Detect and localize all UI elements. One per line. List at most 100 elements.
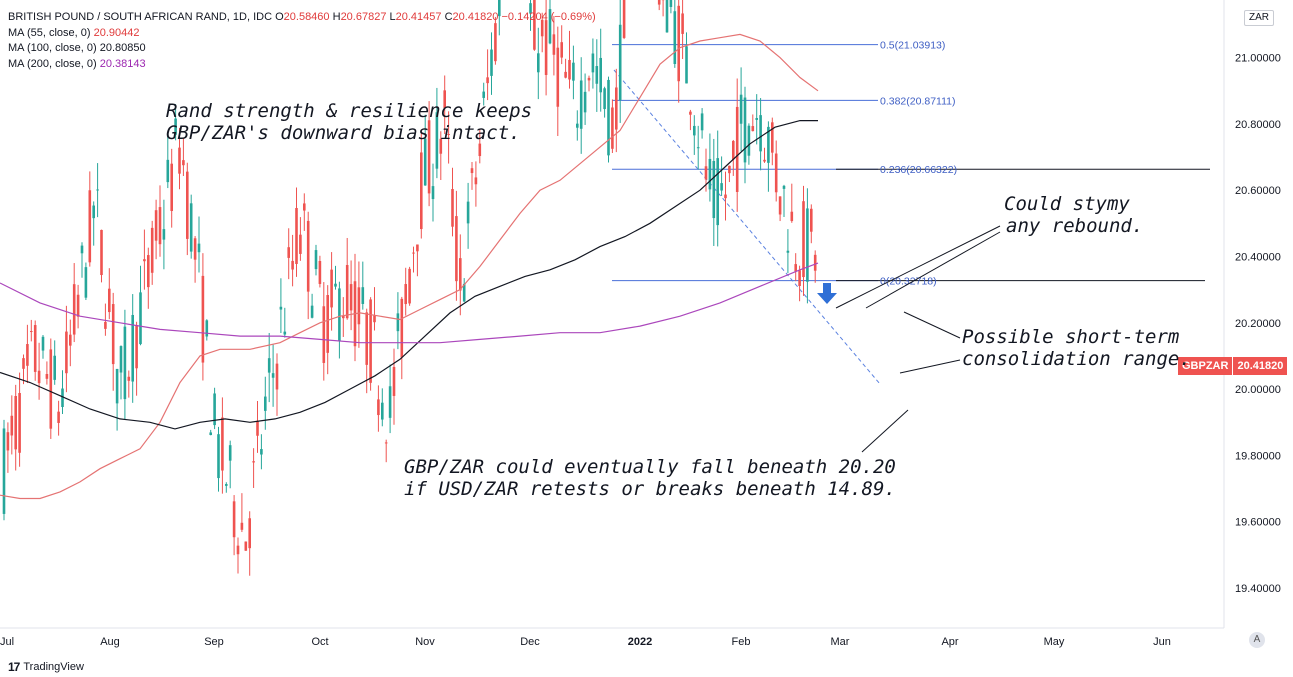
downtrend-line [613,69,881,385]
candle-body [373,315,376,323]
x-tick-label: May [1044,636,1065,648]
tradingview-name: TradingView [23,661,84,673]
candle-body [689,111,692,115]
legend-ma100-row[interactable]: MA (100, close, 0) 20.80850 [8,41,596,57]
candle-body [287,247,290,258]
candle-body [579,80,583,129]
candle-body [37,370,41,384]
candle-body [455,216,458,282]
down-arrow-shape [817,283,837,304]
candle-body [158,207,162,245]
y-tick-label: 19.60000 [1235,517,1281,529]
candle-body [560,42,563,58]
candle-body [174,118,177,135]
legend-ma55-row[interactable]: MA (55, close, 0) 20.90442 [8,26,596,42]
y-tick-label: 20.00000 [1235,384,1281,396]
candle-body [61,388,64,408]
candle-body [681,13,684,34]
candle-body [232,501,236,538]
candle-body [119,346,123,373]
candle-body [170,163,173,212]
candle-body [611,107,614,149]
candle-body [388,386,392,418]
candle-body [76,294,80,317]
candle-body [782,185,786,189]
ma55-value: 20.90442 [93,26,140,39]
candle-body [205,320,209,337]
auto-scale-button[interactable]: A [1249,632,1265,648]
l-label: L [389,11,396,23]
ma100-line [0,120,818,430]
candle-body [673,11,677,64]
candle-body [45,373,49,379]
candle-body [704,166,708,180]
candle-body [572,62,575,81]
candle-body [790,211,794,222]
range-annotation: Possible short-term consolidation range. [962,326,1191,370]
candle-body [607,79,610,156]
tradingview-logo[interactable]: 17 TradingView [8,660,84,674]
ma200-label: MA (200, close, 0) [8,57,97,70]
candle-body [135,325,138,369]
currency-badge[interactable]: ZAR [1244,10,1274,26]
candle-body [69,334,72,346]
chart-legend: BRITISH POUND / SOUTH AFRICAN RAND, 1D, … [8,10,596,72]
candle-body [10,415,14,436]
range-line-2: consolidation range. [962,348,1191,370]
candle-body [127,376,131,381]
fib-level-label: 0.236(20.66322) [880,164,957,176]
candle-body [154,210,158,241]
y-tick-label: 20.60000 [1235,185,1281,197]
candle-body [18,392,21,453]
callout-line [861,409,909,453]
candle-body [217,434,220,479]
headline-line-1: Rand strength & resilience keeps [166,100,533,122]
candle-body [123,326,127,400]
candle-body [111,304,115,365]
candle-body [451,189,454,227]
candle-body [182,160,185,166]
candle-body [490,49,493,76]
y-tick-label: 19.80000 [1235,450,1281,462]
candle-body [755,118,758,120]
candle-body [751,126,755,132]
candle-body [377,399,380,416]
candle-body [14,396,17,450]
candle-body [657,0,661,5]
o-label: O [275,11,284,23]
candle-body [150,227,154,273]
candle-body [166,159,170,183]
candle-body [65,331,68,374]
ma55-label: MA (55, close, 0) [8,26,91,39]
legend-ma200-row[interactable]: MA (200, close, 0) 20.38143 [8,57,596,73]
candle-body [568,59,571,80]
price-tag-value: 20.41820 [1237,360,1284,372]
candle-body [587,77,591,81]
y-tick-label: 20.20000 [1235,318,1281,330]
dashed-trend-line [613,69,881,385]
candle-body [677,5,680,82]
candle-body [30,331,33,333]
candle-body [529,3,532,14]
candle-body [743,97,747,163]
candle-body [22,358,25,369]
candle-body [420,152,423,230]
candle-body [696,147,700,149]
candle-body [798,270,801,287]
candle-body [189,203,193,252]
candle-body [708,158,712,190]
last-price-tag: GBPZAR 20.41820 [1178,357,1288,375]
x-tick-label: Mar [831,636,850,648]
x-tick-label: Feb [732,636,751,648]
candle-body [244,541,248,551]
candle-body [716,158,719,226]
candle-body [349,284,353,311]
candle-body [57,411,60,423]
candle-body [700,113,704,131]
candle-body [88,190,92,263]
candle-body [576,123,579,128]
candle-body [685,46,688,84]
candle-body [330,269,333,308]
y-tick-label: 19.40000 [1235,583,1281,595]
